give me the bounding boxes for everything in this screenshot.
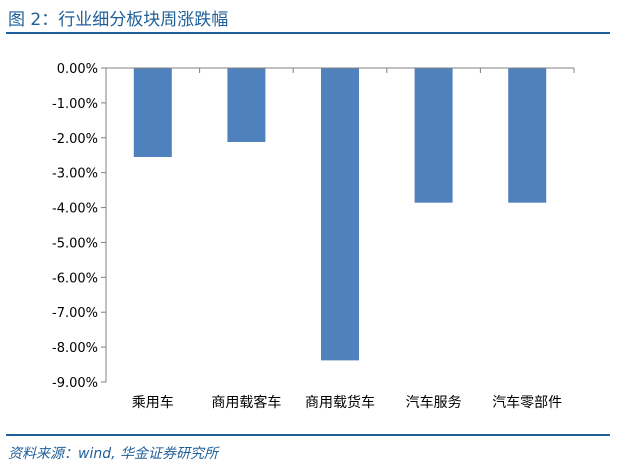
y-tick-label: -2.00% [52,132,98,147]
y-tick-label: -5.00% [52,236,98,251]
category-label: 商用载客车 [211,394,281,411]
source-note: 资料来源：wind, 华金证券研究所 [8,446,218,462]
axis-layer [101,67,575,383]
figure-title: 图 2：行业细分板块周涨跌幅 [8,10,229,30]
title-rule [6,32,610,34]
y-tick-label: -8.00% [52,341,98,356]
bars-layer [133,68,547,361]
category-labels: 乘用车 商用载客车 商用载货车 汽车服务 汽车零部件 [132,394,562,411]
category-label: 乘用车 [132,394,174,411]
category-label: 汽车零部件 [492,394,562,411]
bar-1 [227,68,266,142]
y-tick-label: -3.00% [52,167,98,182]
bar-4 [508,68,547,203]
category-label: 汽车服务 [406,394,462,411]
y-tick-label: -1.00% [52,97,98,112]
bar-2 [321,68,359,361]
y-tick-label: 0.00% [57,62,98,77]
source-rule [6,434,610,436]
y-tick-label: -4.00% [52,202,98,217]
category-label: 商用载货车 [305,394,375,411]
y-tick-label: -6.00% [52,271,98,286]
y-tick-label: -7.00% [52,306,98,321]
bar-0 [133,68,172,157]
y-tick-label: -9.00% [52,376,98,391]
bar-3 [414,68,453,203]
tick-labels: 0.00% -1.00% -2.00% -3.00% -4.00% -5.00% -6.00… [52,62,98,391]
